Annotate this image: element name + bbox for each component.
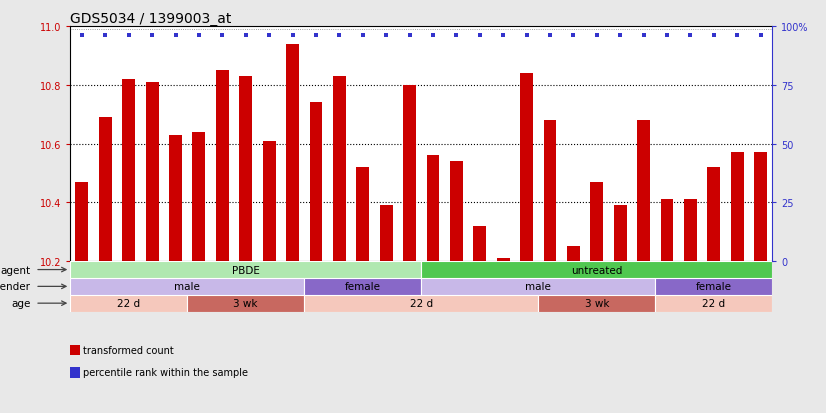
Bar: [70, 278, 304, 295]
Bar: [421, 278, 655, 295]
Bar: [655, 295, 772, 312]
Bar: [240, 77, 252, 261]
Bar: [356, 168, 369, 261]
Bar: [403, 85, 416, 261]
Text: female: female: [695, 282, 732, 292]
Bar: [263, 141, 276, 261]
Bar: [304, 278, 421, 295]
Text: percentile rank within the sample: percentile rank within the sample: [83, 368, 249, 377]
Text: 3 wk: 3 wk: [585, 299, 609, 309]
Bar: [731, 153, 743, 261]
Bar: [145, 83, 159, 261]
Text: GDS5034 / 1399003_at: GDS5034 / 1399003_at: [70, 12, 231, 26]
Bar: [304, 295, 539, 312]
Text: 3 wk: 3 wk: [234, 299, 258, 309]
Bar: [286, 45, 299, 261]
Text: age: age: [11, 299, 31, 309]
Text: gender: gender: [0, 282, 31, 292]
Bar: [707, 168, 720, 261]
Bar: [333, 77, 346, 261]
Text: female: female: [344, 282, 381, 292]
Text: 22 d: 22 d: [410, 299, 433, 309]
Bar: [637, 121, 650, 261]
Bar: [216, 71, 229, 261]
Bar: [655, 278, 772, 295]
Bar: [421, 261, 772, 278]
Text: 22 d: 22 d: [117, 299, 140, 309]
Bar: [169, 135, 182, 261]
Bar: [754, 153, 767, 261]
Text: male: male: [174, 282, 200, 292]
Bar: [591, 182, 603, 261]
Bar: [544, 121, 557, 261]
Bar: [567, 247, 580, 261]
Bar: [122, 80, 135, 261]
Bar: [426, 156, 439, 261]
Bar: [496, 259, 510, 261]
Text: transformed count: transformed count: [83, 345, 174, 355]
Bar: [70, 261, 421, 278]
Text: 22 d: 22 d: [702, 299, 725, 309]
Bar: [380, 206, 392, 261]
Text: PBDE: PBDE: [232, 265, 259, 275]
Bar: [473, 226, 487, 261]
Bar: [539, 295, 655, 312]
Bar: [70, 295, 188, 312]
Bar: [614, 206, 627, 261]
Bar: [520, 74, 533, 261]
Bar: [684, 200, 697, 261]
Bar: [450, 162, 463, 261]
Bar: [661, 200, 673, 261]
Bar: [99, 118, 112, 261]
Text: agent: agent: [0, 265, 31, 275]
Text: untreated: untreated: [571, 265, 623, 275]
Text: male: male: [525, 282, 551, 292]
Bar: [310, 103, 322, 261]
Bar: [75, 182, 88, 261]
Bar: [192, 133, 206, 261]
Bar: [188, 295, 304, 312]
